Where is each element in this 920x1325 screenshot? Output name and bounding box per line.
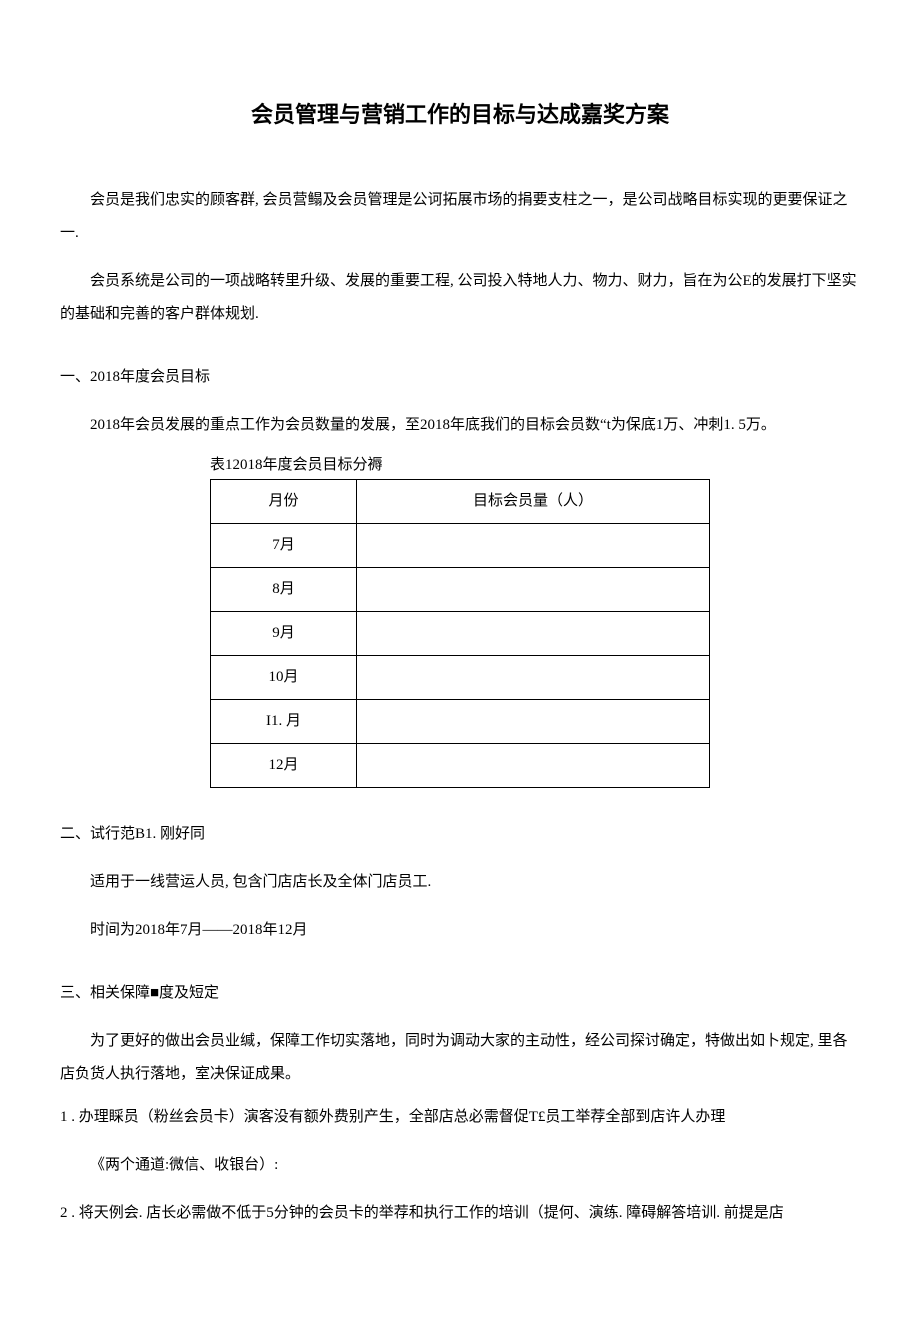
- table-row: 8月: [211, 568, 710, 612]
- list-text: . 办理睬员（粉丝会员卡）演客没有额外费别产生，全部店总必需督促T£员工举荐全部…: [68, 1109, 726, 1125]
- intro-paragraph-2: 会员系统是公司的一项战略转里升级、发展的重要工程, 公司投入特地人力、物力、财力…: [60, 265, 860, 331]
- table-cell-month: 12月: [211, 744, 357, 788]
- table-row: 7月: [211, 524, 710, 568]
- table-cell-month: 10月: [211, 656, 357, 700]
- table-cell-target: [357, 656, 710, 700]
- member-target-table: 月份 目标会员量（人） 7月 8月 9月 10月 I1. 月 12月: [210, 479, 710, 788]
- section-1-body: 2018年会员发展的重点工作为会员数量的发展，至2018年底我们的目标会员数“t…: [60, 409, 860, 442]
- list-number: 1: [60, 1101, 68, 1134]
- table-cell-target: [357, 568, 710, 612]
- table-cell-month: I1. 月: [211, 700, 357, 744]
- table-caption: 表12018年度会员目标分褥: [210, 452, 860, 479]
- section-2-body-1: 适用于一线营运人员, 包含门店店长及全体门店员工.: [60, 866, 860, 899]
- section-2-heading: 二、试行范B1. 刚好同: [60, 818, 860, 851]
- table-cell-target: [357, 612, 710, 656]
- list-item-1-sub: 《两个通道:微信、收银台）:: [60, 1149, 860, 1182]
- table-cell-target: [357, 744, 710, 788]
- table-row: 12月: [211, 744, 710, 788]
- table-row: 9月: [211, 612, 710, 656]
- table-header-target: 目标会员量（人）: [357, 480, 710, 524]
- table-header-row: 月份 目标会员量（人）: [211, 480, 710, 524]
- section-2-body-2: 时间为2018年7月——2018年12月: [60, 914, 860, 947]
- list-text: . 将天例会. 店长必需做不低于5分钟的会员卡的举荐和执行工作的培训（提何、演练…: [68, 1205, 784, 1221]
- section-1-heading: 一、2018年度会员目标: [60, 361, 860, 394]
- intro-paragraph-1: 会员是我们忠实的顾客群, 会员营鳎及会员管理是公诃拓展市场的捐要支柱之一，是公司…: [60, 184, 860, 250]
- table-cell-month: 8月: [211, 568, 357, 612]
- list-number: 2: [60, 1197, 68, 1230]
- section-3-body: 为了更好的做出会员业缄，保障工作切实落地，同时为调动大家的主动性，经公司探讨确定…: [60, 1025, 860, 1091]
- table-cell-month: 9月: [211, 612, 357, 656]
- table-row: I1. 月: [211, 700, 710, 744]
- list-item-1: 1 . 办理睬员（粉丝会员卡）演客没有额外费别产生，全部店总必需督促T£员工举荐…: [60, 1101, 860, 1134]
- section-3-heading: 三、相关保障■度及短定: [60, 977, 860, 1010]
- document-page: 会员管理与营销工作的目标与达成嘉奖方案 会员是我们忠实的顾客群, 会员营鳎及会员…: [60, 95, 860, 1231]
- table-row: 10月: [211, 656, 710, 700]
- table-header-month: 月份: [211, 480, 357, 524]
- table-cell-target: [357, 524, 710, 568]
- table-cell-month: 7月: [211, 524, 357, 568]
- table-cell-target: [357, 700, 710, 744]
- list-item-2: 2 . 将天例会. 店长必需做不低于5分钟的会员卡的举荐和执行工作的培训（提何、…: [60, 1197, 860, 1230]
- document-title: 会员管理与营销工作的目标与达成嘉奖方案: [60, 95, 860, 135]
